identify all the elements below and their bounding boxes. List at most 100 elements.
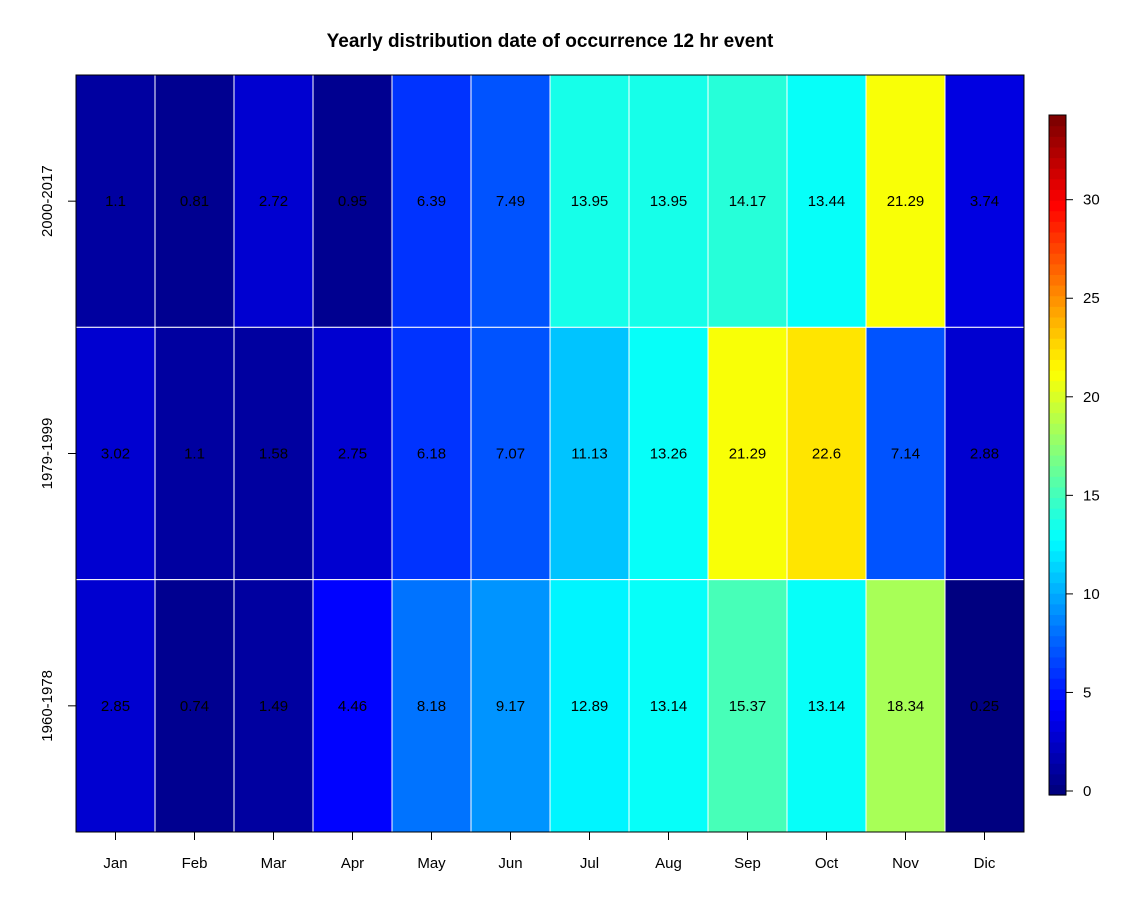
cell-value-label: 0.74	[180, 698, 209, 715]
legend-color-segment	[1049, 550, 1066, 562]
heatmap-cell	[628, 326, 709, 581]
legend-tick-label: 25	[1083, 290, 1100, 307]
legend-color-segment	[1049, 210, 1066, 222]
cell-value-label: 7.14	[891, 446, 920, 463]
legend-color-segment	[1049, 582, 1066, 594]
heatmap-cell	[75, 326, 156, 581]
heatmap-cell	[391, 326, 472, 581]
heatmap-cell	[470, 326, 551, 581]
legend-color-segment	[1049, 348, 1066, 360]
cell-value-label: 11.13	[571, 446, 607, 463]
cell-value-label: 6.39	[417, 193, 446, 210]
legend-color-segment	[1049, 274, 1066, 286]
legend-color-segment	[1049, 316, 1066, 329]
cell-value-label: 13.14	[650, 698, 688, 715]
legend-tick-label: 20	[1083, 389, 1100, 406]
x-tick-label: Oct	[815, 855, 839, 872]
cell-value-label: 2.88	[970, 446, 999, 463]
legend-color-segment	[1049, 752, 1066, 764]
x-tick-label: Mar	[261, 855, 287, 872]
legend-color-segment	[1049, 540, 1066, 552]
legend-color-segment	[1049, 497, 1066, 509]
heatmap-cell	[549, 326, 630, 581]
legend-color-segment	[1049, 189, 1066, 201]
legend-color-segment	[1049, 178, 1066, 190]
legend-color-segment	[1049, 168, 1066, 180]
chart-title: Yearly distribution date of occurrence 1…	[327, 31, 774, 52]
legend-color-segment	[1049, 200, 1066, 212]
heatmap-cell	[75, 74, 156, 328]
heatmap-cell	[549, 579, 630, 833]
legend-color-segment	[1049, 253, 1066, 265]
legend-color-segment	[1049, 401, 1066, 414]
color-legend: 0 5 10 15 20 25 30	[1048, 114, 1100, 800]
legend-color-segment	[1049, 285, 1066, 297]
heatmap-cell	[944, 74, 1025, 328]
heatmap-cells	[75, 74, 1025, 833]
cell-value-label: 2.85	[101, 698, 130, 715]
x-tick-label: Jan	[103, 855, 127, 872]
heatmap-cell	[312, 579, 393, 833]
x-tick-label: Jul	[580, 855, 599, 872]
legend-color-segment	[1049, 306, 1066, 318]
legend-color-segment	[1049, 380, 1066, 392]
cell-value-label: 0.25	[970, 698, 999, 715]
legend-color-segment	[1049, 593, 1066, 605]
legend-color-segment	[1049, 221, 1066, 233]
legend-color-segment	[1049, 391, 1066, 403]
legend-color-segment	[1049, 125, 1066, 137]
x-tick-label: Feb	[182, 855, 208, 872]
legend-color-segment	[1049, 242, 1066, 254]
cell-value-label: 22.6	[812, 446, 841, 463]
legend-color-segment	[1049, 678, 1066, 690]
heatmap-cell	[154, 326, 235, 581]
heatmap-cell	[786, 74, 867, 328]
heatmap-cell	[312, 74, 393, 328]
cell-value-label: 7.07	[496, 446, 525, 463]
cell-value-label: 7.49	[496, 193, 525, 210]
legend-color-segment	[1049, 359, 1066, 371]
cell-value-label: 3.02	[101, 446, 130, 463]
cell-value-label: 1.1	[105, 193, 126, 210]
heatmap-cell	[391, 579, 472, 833]
cell-value-label: 2.72	[259, 193, 288, 210]
heatmap-cell	[233, 579, 314, 833]
legend-color-segment	[1049, 231, 1066, 244]
legend-color-segment	[1049, 115, 1066, 127]
cell-value-label: 2.75	[338, 446, 367, 463]
heatmap-cell	[470, 74, 551, 328]
heatmap-cell	[154, 74, 235, 328]
heatmap-cell	[391, 74, 472, 328]
legend-color-segment	[1049, 518, 1066, 530]
legend-color-segment	[1049, 423, 1066, 435]
legend-color-segment	[1049, 486, 1066, 499]
x-tick-label: Sep	[734, 855, 761, 872]
legend-color-segment	[1049, 465, 1066, 477]
legend-color-segment	[1049, 295, 1066, 307]
heatmap-cell	[786, 326, 867, 581]
heatmap-cell	[707, 326, 788, 581]
legend-color-segment	[1049, 136, 1066, 148]
cell-value-label: 13.14	[808, 698, 846, 715]
legend-color-segment	[1049, 603, 1066, 615]
cell-value-label: 15.37	[729, 698, 767, 715]
x-tick-label: May	[417, 855, 446, 872]
legend-color-segment	[1049, 455, 1066, 467]
legend-color-segment	[1049, 327, 1066, 339]
legend-color-segment	[1049, 731, 1066, 743]
heatmap-cell	[865, 326, 946, 581]
legend-tick-label: 30	[1083, 192, 1100, 209]
legend-color-segment	[1049, 720, 1066, 732]
y-tick-label: 1960-1978	[39, 670, 56, 742]
cell-value-label: 0.81	[180, 193, 209, 210]
legend-color-segment	[1049, 699, 1066, 711]
cell-value-label: 1.58	[259, 446, 288, 463]
x-tick-label: Apr	[341, 855, 364, 872]
legend-color-segment	[1049, 646, 1066, 658]
heatmap-cell	[865, 579, 946, 833]
legend-color-segment	[1049, 710, 1066, 722]
heatmap-cell	[233, 326, 314, 581]
cell-value-label: 13.44	[808, 193, 846, 210]
y-axis: 2000-2017 1979-1999 1960-1978	[39, 165, 76, 742]
